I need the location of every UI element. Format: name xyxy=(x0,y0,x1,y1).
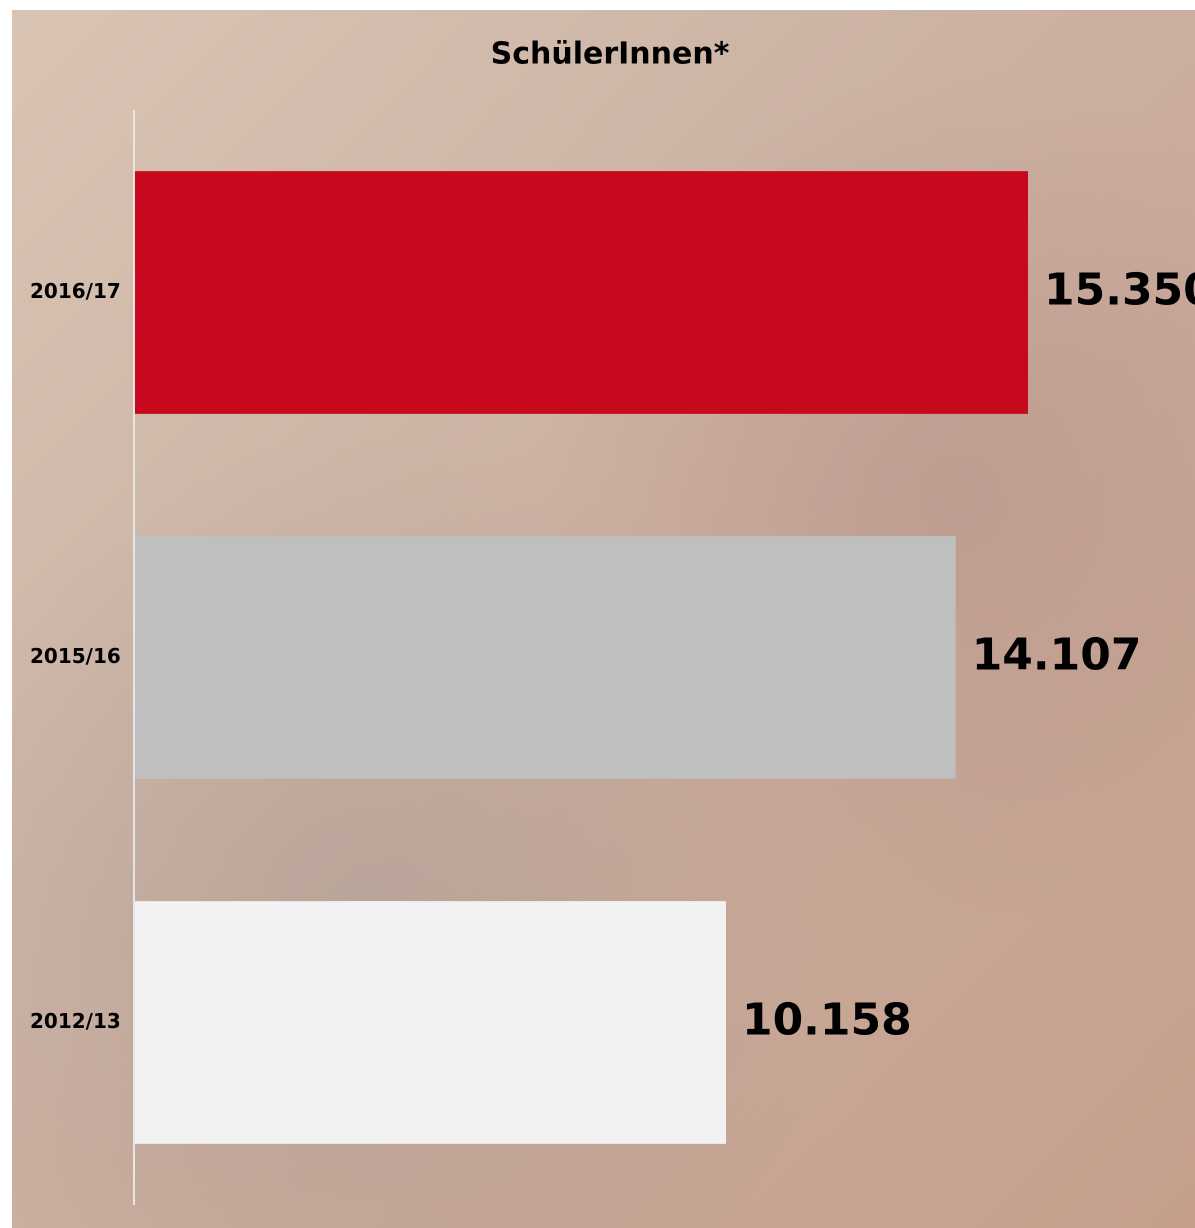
page: {"chart_data": {"type": "barh", "title":… xyxy=(0,0,1195,1228)
category-label: 2016/17 xyxy=(30,279,121,303)
chart: SchülerInnen* 2016/17 15.350 2015/16 14.107… xyxy=(0,0,1195,1228)
value-label: 14.107 xyxy=(972,630,1142,681)
value-label: 15.350 xyxy=(1044,265,1195,316)
bar xyxy=(135,901,726,1144)
value-label: 10.158 xyxy=(742,995,912,1046)
bar xyxy=(135,171,1028,414)
category-label: 2015/16 xyxy=(30,644,121,668)
bar xyxy=(135,536,956,779)
category-label: 2012/13 xyxy=(30,1009,121,1033)
chart-title: SchülerInnen* xyxy=(491,37,730,72)
